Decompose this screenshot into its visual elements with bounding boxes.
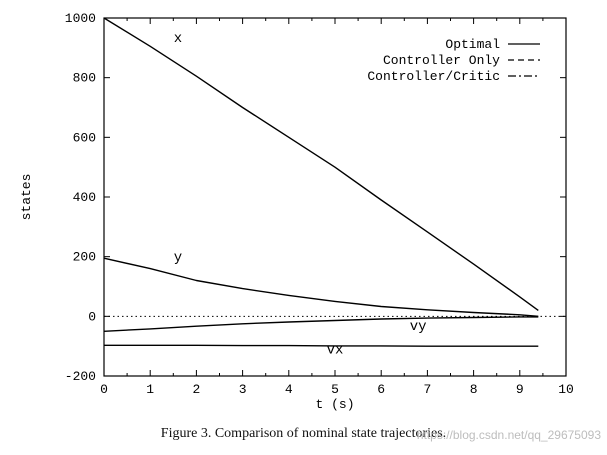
series-labels: x y vy vx [174,31,427,359]
x-tick-label: 7 [423,382,431,397]
x-axis-label: t (s) [315,397,354,412]
legend-label: Controller/Critic [367,69,500,84]
legend-label: Optimal [445,37,500,52]
x-tick-label: 2 [192,382,200,397]
x-tick-label: 6 [377,382,385,397]
figure-caption: Figure 3. Comparison of nominal state tr… [160,426,447,441]
x-tick-label: 3 [239,382,247,397]
series-line-x [103,17,539,311]
series-line-y [103,257,539,317]
series-line-vx [104,344,539,347]
series-line-vy [103,316,539,332]
y-tick-label: 1000 [65,11,96,26]
axes: 0 1 2 3 4 5 6 7 8 9 10 -200 0 200 400 600 800 1000 t (s) st… [19,11,574,412]
y-tick-label: 0 [88,309,96,324]
y-tick-label: 800 [73,71,96,86]
series-lines [103,17,539,347]
series-label-vy: vy [410,319,427,335]
series-label-x: x [174,31,182,47]
series-label-y: y [174,250,182,266]
x-tick-label: 8 [470,382,478,397]
y-tick-label: 400 [73,190,96,205]
x-tick-label: 0 [100,382,108,397]
x-tick-label: 9 [516,382,524,397]
watermark: https://blog.csdn.net/qq_29675093 [416,428,601,442]
x-tick-label: 10 [558,382,574,397]
y-tick-label: 200 [73,250,96,265]
y-axis-label: states [19,174,34,221]
y-tick-label: 600 [73,130,96,145]
x-tick-label: 5 [331,382,339,397]
legend-label: Controller Only [383,53,500,68]
x-tick-label: 1 [146,382,154,397]
x-tick-label: 4 [285,382,293,397]
y-tick-label: -200 [65,369,96,384]
series-label-vx: vx [327,343,344,359]
